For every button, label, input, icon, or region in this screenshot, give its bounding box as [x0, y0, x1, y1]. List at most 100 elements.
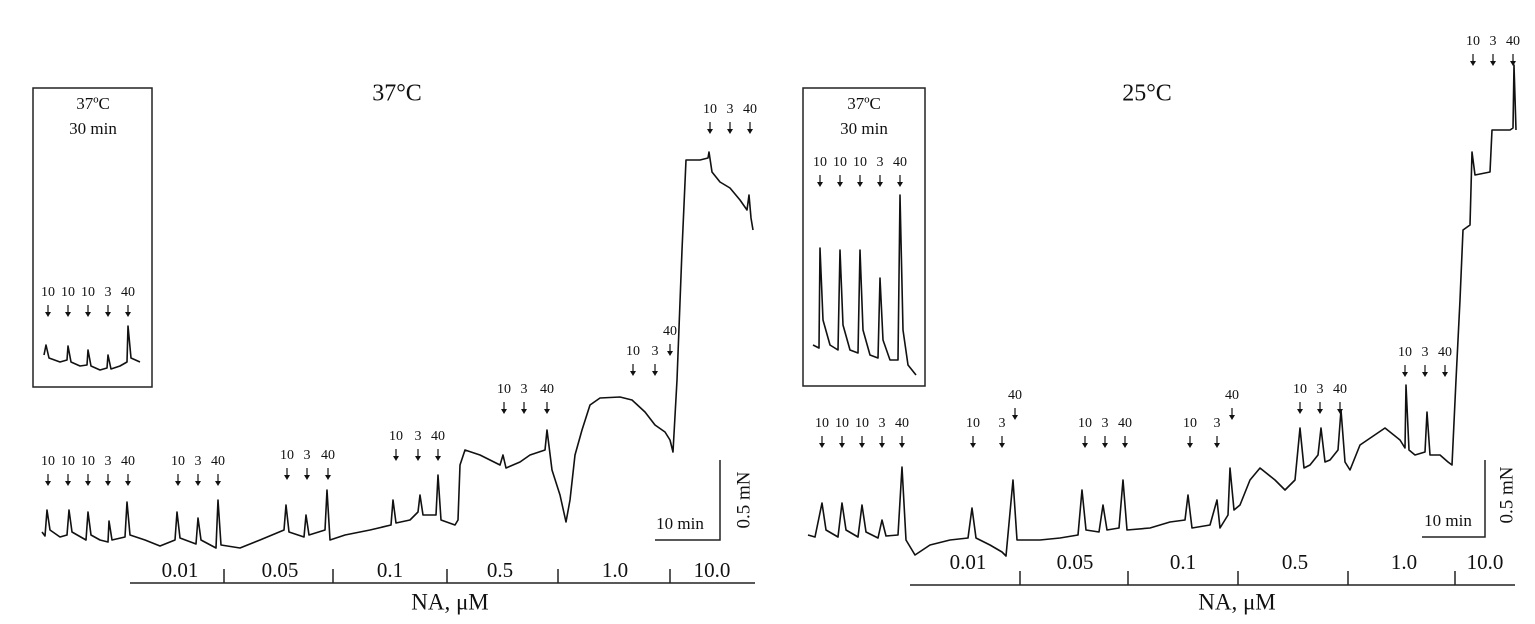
marker-arrowhead: [85, 312, 91, 317]
marker-label: 3: [195, 454, 202, 469]
marker-label: 40: [540, 382, 554, 397]
concentration-label: 0.05: [1057, 550, 1094, 574]
marker-arrowhead: [1122, 443, 1128, 448]
scale-bar: [1422, 460, 1486, 538]
marker-label: 10: [41, 454, 55, 469]
marker-label: 40: [893, 155, 907, 170]
inset-box: [802, 87, 926, 387]
marker-label: 3: [105, 454, 112, 469]
marker-label: 3: [1214, 416, 1221, 431]
marker-arrowhead: [652, 371, 658, 376]
marker-arrowhead: [45, 481, 51, 486]
marker-label: 10: [703, 102, 717, 117]
marker-label: 40: [431, 429, 445, 444]
marker-label: 40: [321, 448, 335, 463]
marker-arrowhead: [1102, 443, 1108, 448]
concentration-label: 0.5: [1282, 550, 1308, 574]
marker-label: 40: [1118, 416, 1132, 431]
marker-arrowhead: [105, 481, 111, 486]
marker-arrowhead: [45, 312, 51, 317]
marker-arrowhead: [817, 182, 823, 187]
marker-arrowhead: [897, 182, 903, 187]
inset-duration: 30 min: [840, 119, 888, 138]
marker-label: 10: [171, 454, 185, 469]
marker-label: 10: [853, 155, 867, 170]
marker-label: 40: [121, 454, 135, 469]
inset-title: 37ºC: [76, 94, 110, 113]
marker-arrowhead: [1297, 409, 1303, 414]
axis-label: NA, μM: [1198, 589, 1276, 614]
inset-title: 37ºC: [847, 94, 881, 113]
scale-force: 0.5 mN: [1496, 466, 1517, 523]
marker-label: 10: [626, 344, 640, 359]
marker-arrowhead: [435, 456, 441, 461]
inset-box: [32, 87, 153, 388]
marker-arrowhead: [284, 475, 290, 480]
marker-label: 40: [895, 416, 909, 431]
marker-arrowhead: [839, 443, 845, 448]
marker-label: 3: [727, 102, 734, 117]
scale-time: 10 min: [1424, 511, 1472, 530]
marker-label: 10: [1183, 416, 1197, 431]
marker-arrowhead: [859, 443, 865, 448]
marker-arrowhead: [819, 443, 825, 448]
panel-title: 37°C: [372, 81, 422, 107]
concentration-label: 0.1: [1170, 550, 1196, 574]
marker-arrowhead: [304, 475, 310, 480]
concentration-label: 0.05: [262, 558, 299, 582]
marker-label: 10: [1466, 34, 1480, 49]
marker-label: 40: [1225, 388, 1239, 403]
marker-label: 10: [81, 454, 95, 469]
inset-trace: [812, 194, 917, 376]
marker-label: 3: [415, 429, 422, 444]
marker-arrowhead: [1082, 443, 1088, 448]
marker-arrowhead: [105, 312, 111, 317]
concentration-label: 0.01: [162, 558, 199, 582]
marker-label: 3: [879, 416, 886, 431]
marker-arrowhead: [1510, 61, 1516, 66]
marker-arrowhead: [727, 129, 733, 134]
marker-label: 3: [652, 344, 659, 359]
marker-arrowhead: [877, 182, 883, 187]
marker-label: 40: [211, 454, 225, 469]
trace: [41, 151, 754, 549]
marker-label: 40: [663, 324, 677, 339]
marker-arrowhead: [1229, 415, 1235, 420]
marker-arrowhead: [521, 409, 527, 414]
marker-arrowhead: [879, 443, 885, 448]
marker-arrowhead: [125, 312, 131, 317]
marker-label: 3: [105, 285, 112, 300]
panel-title: 25°C: [1122, 81, 1172, 107]
marker-arrowhead: [899, 443, 905, 448]
concentration-label: 1.0: [1391, 550, 1417, 574]
marker-arrowhead: [1422, 372, 1428, 377]
concentration-label: 10.0: [694, 558, 731, 582]
marker-label: 40: [1008, 388, 1022, 403]
scale-force: 0.5 mN: [733, 471, 754, 528]
marker-arrowhead: [125, 481, 131, 486]
marker-label: 10: [81, 285, 95, 300]
marker-arrowhead: [1402, 372, 1408, 377]
marker-label: 10: [41, 285, 55, 300]
marker-label: 40: [1506, 34, 1520, 49]
marker-label: 10: [389, 429, 403, 444]
marker-arrowhead: [707, 129, 713, 134]
marker-label: 10: [280, 448, 294, 463]
marker-arrowhead: [1012, 415, 1018, 420]
marker-label: 10: [497, 382, 511, 397]
marker-arrowhead: [65, 481, 71, 486]
marker-arrowhead: [999, 443, 1005, 448]
marker-label: 10: [61, 454, 75, 469]
marker-arrowhead: [970, 443, 976, 448]
inset-duration: 30 min: [69, 119, 117, 138]
marker-arrowhead: [1490, 61, 1496, 66]
concentration-label: 0.01: [950, 550, 987, 574]
marker-arrowhead: [1337, 409, 1343, 414]
marker-label: 3: [304, 448, 311, 463]
marker-arrowhead: [544, 409, 550, 414]
marker-label: 10: [855, 416, 869, 431]
marker-label: 3: [1490, 34, 1497, 49]
marker-label: 40: [743, 102, 757, 117]
marker-arrowhead: [747, 129, 753, 134]
